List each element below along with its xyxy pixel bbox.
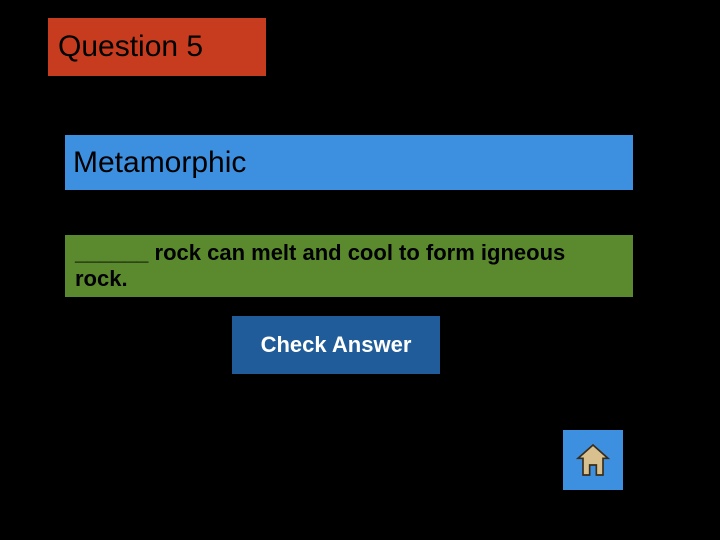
check-answer-button[interactable]: Check Answer <box>232 316 440 374</box>
question-box: ______ rock can melt and cool to form ig… <box>65 235 633 297</box>
question-title-text: Question 5 <box>58 30 203 64</box>
check-answer-label: Check Answer <box>261 332 412 358</box>
question-title-box: Question 5 <box>48 18 266 76</box>
answer-text: Metamorphic <box>73 146 246 180</box>
question-text: ______ rock can melt and cool to form ig… <box>75 240 623 293</box>
home-icon <box>573 440 613 480</box>
answer-box: Metamorphic <box>65 135 633 190</box>
home-button[interactable] <box>563 430 623 490</box>
